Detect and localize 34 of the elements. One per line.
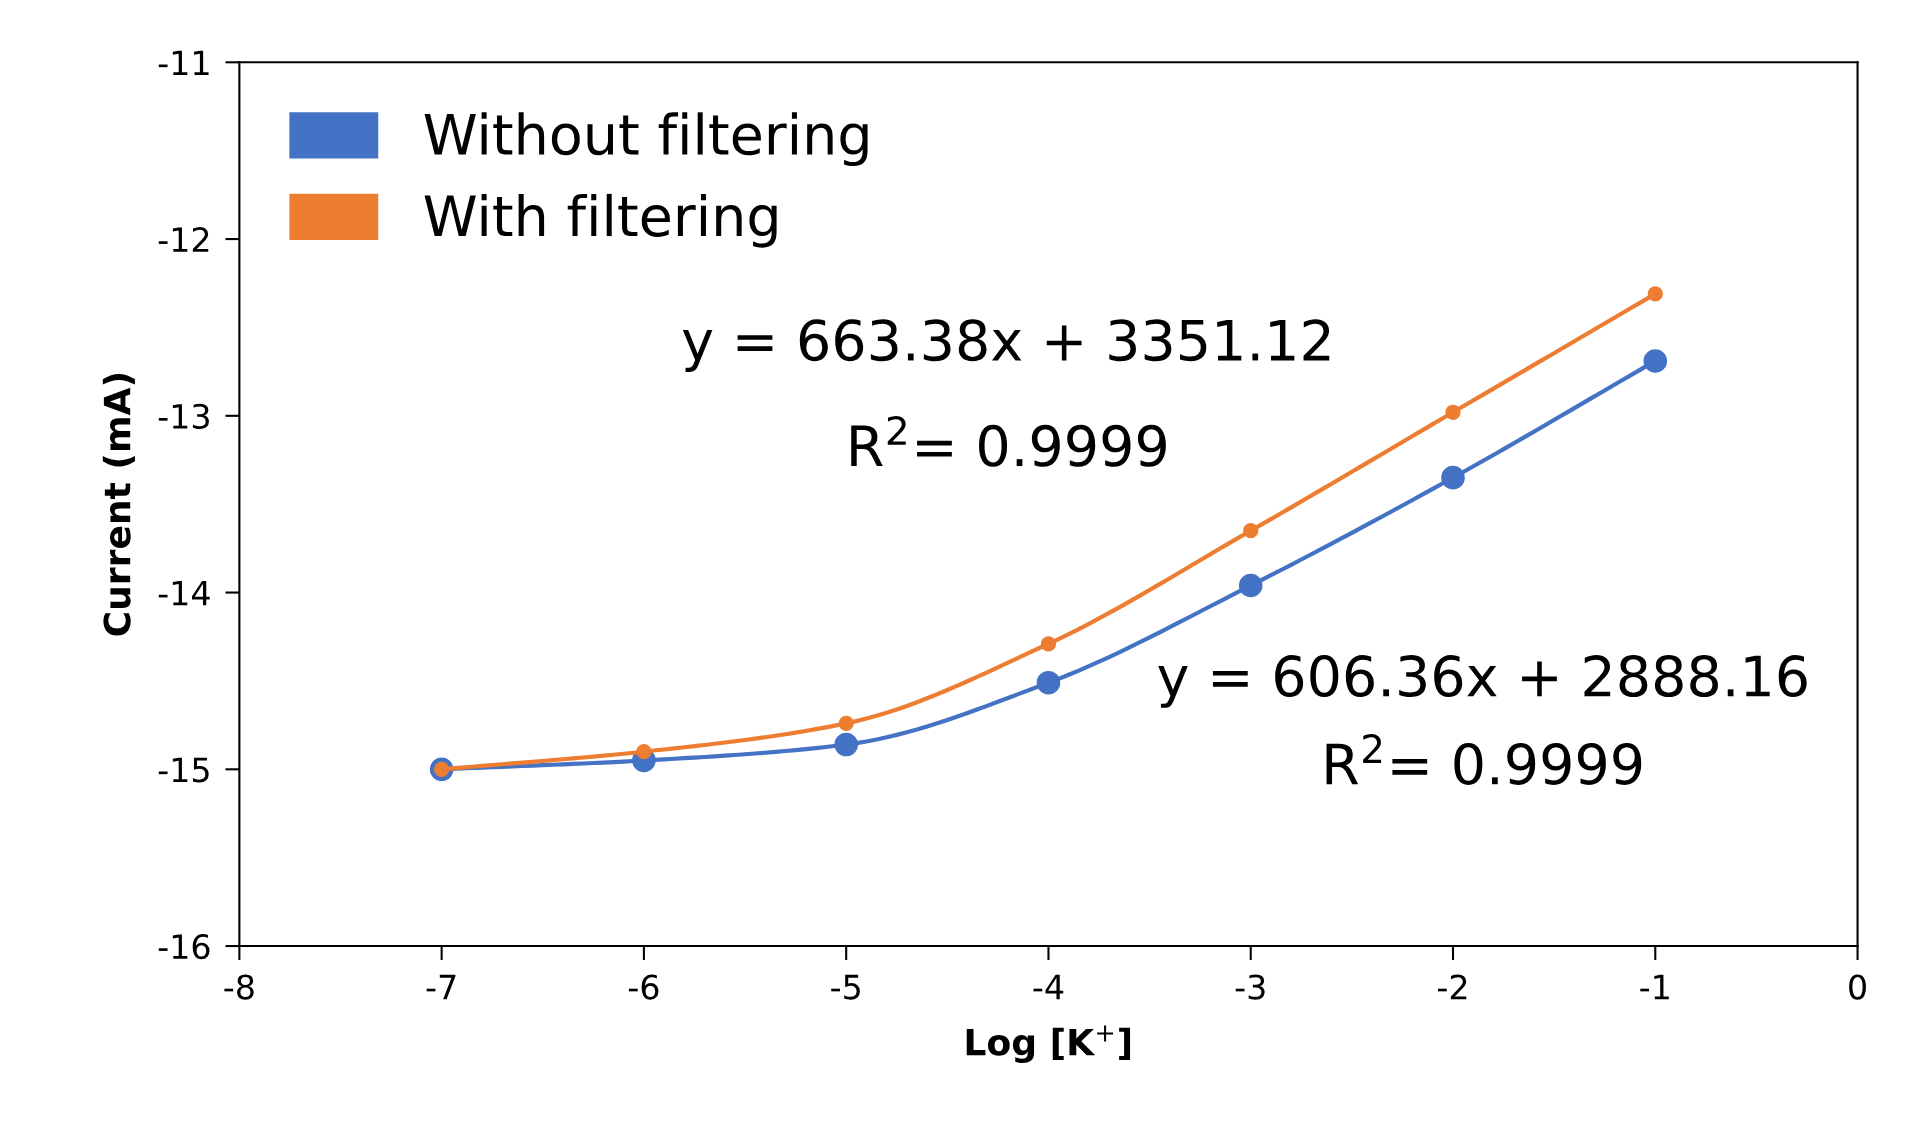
legend-label: Without filtering [424, 112, 868, 167]
x-axis-title: Log [K$^{+}$] [966, 1025, 1131, 1063]
y-tick-label: -11 [158, 50, 209, 75]
point [1445, 404, 1461, 420]
point [636, 743, 652, 760]
x-tick-label: -7 [426, 974, 456, 1000]
point [1040, 636, 1057, 652]
y-tick-label: -15 [158, 757, 209, 783]
y-tick-label: -14 [158, 580, 210, 606]
annotation: y = 606.36x + 2888.16 [1158, 655, 1807, 708]
y-tick-label: -13 [158, 403, 209, 429]
annotation: y = 663.38x + 3351.12 [682, 319, 1330, 372]
x-tick-label: -4 [1033, 974, 1064, 1000]
annotation: R$^{2}$= 0.9999 [851, 415, 1166, 467]
annotation: R$^{2}$= 0.9999 [1326, 734, 1642, 785]
point [1243, 523, 1259, 539]
x-tick-label: -5 [831, 974, 860, 1000]
x-tick-label: -6 [628, 974, 659, 1000]
point [1643, 349, 1668, 373]
x-tick-label: 0 [1849, 974, 1866, 1000]
x-tick-label: -2 [1438, 974, 1467, 1000]
point [1441, 465, 1465, 490]
y-tick-label: -12 [158, 226, 209, 252]
point [838, 715, 854, 731]
y-tick-label: -16 [158, 933, 210, 960]
point [1036, 670, 1061, 695]
x-tick-label: -8 [224, 974, 254, 1000]
point [1647, 286, 1663, 302]
point [1238, 573, 1263, 598]
x-tick-label: -1 [1640, 974, 1669, 1000]
legend-label: With filtering [424, 193, 777, 248]
point [834, 732, 858, 757]
x-tick-label: -3 [1235, 974, 1265, 1000]
y-axis-title: Current (mA) [102, 374, 135, 636]
